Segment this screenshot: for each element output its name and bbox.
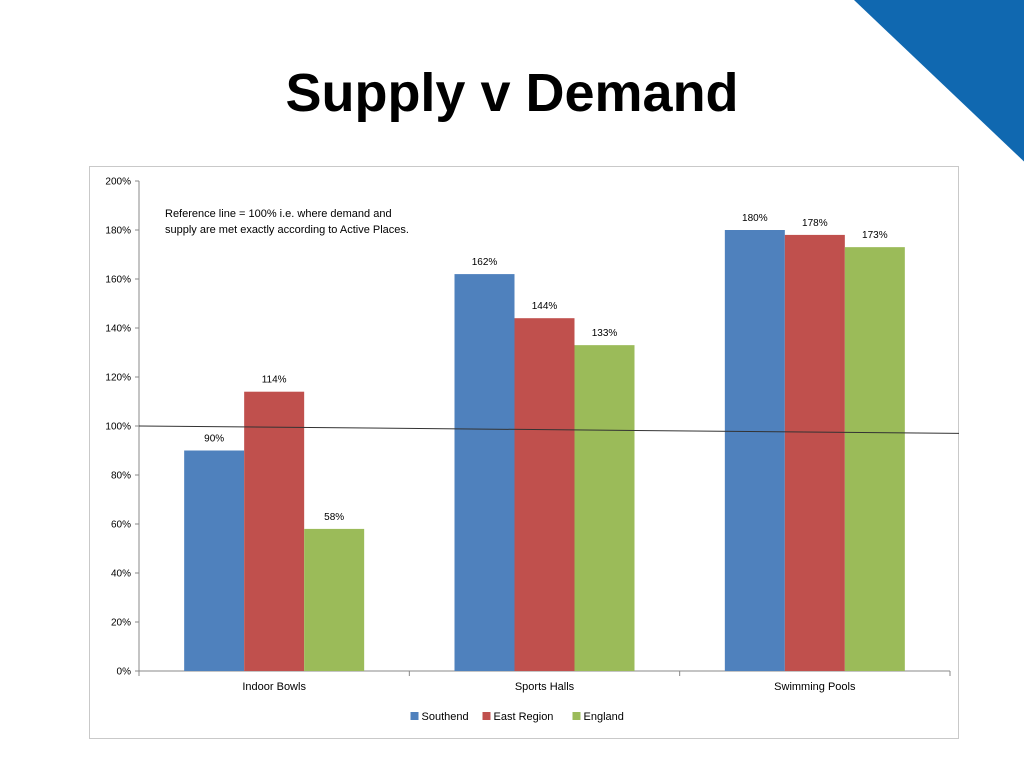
y-tick-label: 80% [111,471,131,482]
y-tick-label: 120% [105,373,131,384]
y-tick-label: 160% [105,275,131,286]
bar [454,274,515,671]
legend-label: England [584,711,624,723]
y-tick-label: 100% [105,422,131,433]
legend-swatch [410,712,419,720]
y-tick-label: 180% [105,226,131,237]
chart-frame: 0% 20% 40% 60% 80% 100% 120% 140% 160% 180% 200% 90… [89,166,960,739]
data-label: 178% [802,218,828,229]
bar [574,345,635,671]
data-label: 58% [324,512,344,523]
data-label: 133% [592,328,618,339]
bar [844,247,905,671]
x-category-label: Indoor Bowls [242,681,306,693]
bar [244,391,305,671]
bar [514,318,575,671]
y-tick-label: 140% [105,324,131,335]
data-label: 114% [262,375,287,386]
annotation-text: supply are met exactly according to Acti… [165,224,409,236]
data-label: 173% [862,230,888,241]
legend-label: East Region [494,711,554,723]
data-label: 144% [532,301,558,312]
x-category-label: Sports Halls [515,681,575,693]
legend-swatch [572,712,581,720]
y-tick-label: 200% [105,177,131,188]
bar-chart: 0% 20% 40% 60% 80% 100% 120% 140% 160% 180% 200% 90… [105,177,960,723]
bar [304,528,365,671]
annotation-text: Reference line = 100% i.e. where demand … [165,208,392,220]
y-tick-label: 0% [117,667,132,678]
bar [184,450,245,671]
legend-swatch [482,712,491,720]
x-category-label: Swimming Pools [774,681,856,693]
y-tick-label: 40% [111,569,131,580]
legend-label: Southend [422,711,469,723]
bar [724,230,785,671]
y-tick-label: 60% [111,520,131,531]
reference-line [138,425,960,434]
slide-title: Supply v Demand [285,63,739,123]
data-label: 162% [472,257,498,268]
y-tick-label: 20% [111,618,131,629]
data-label: 90% [204,434,224,445]
bar [784,234,845,671]
data-label: 180% [742,213,768,224]
